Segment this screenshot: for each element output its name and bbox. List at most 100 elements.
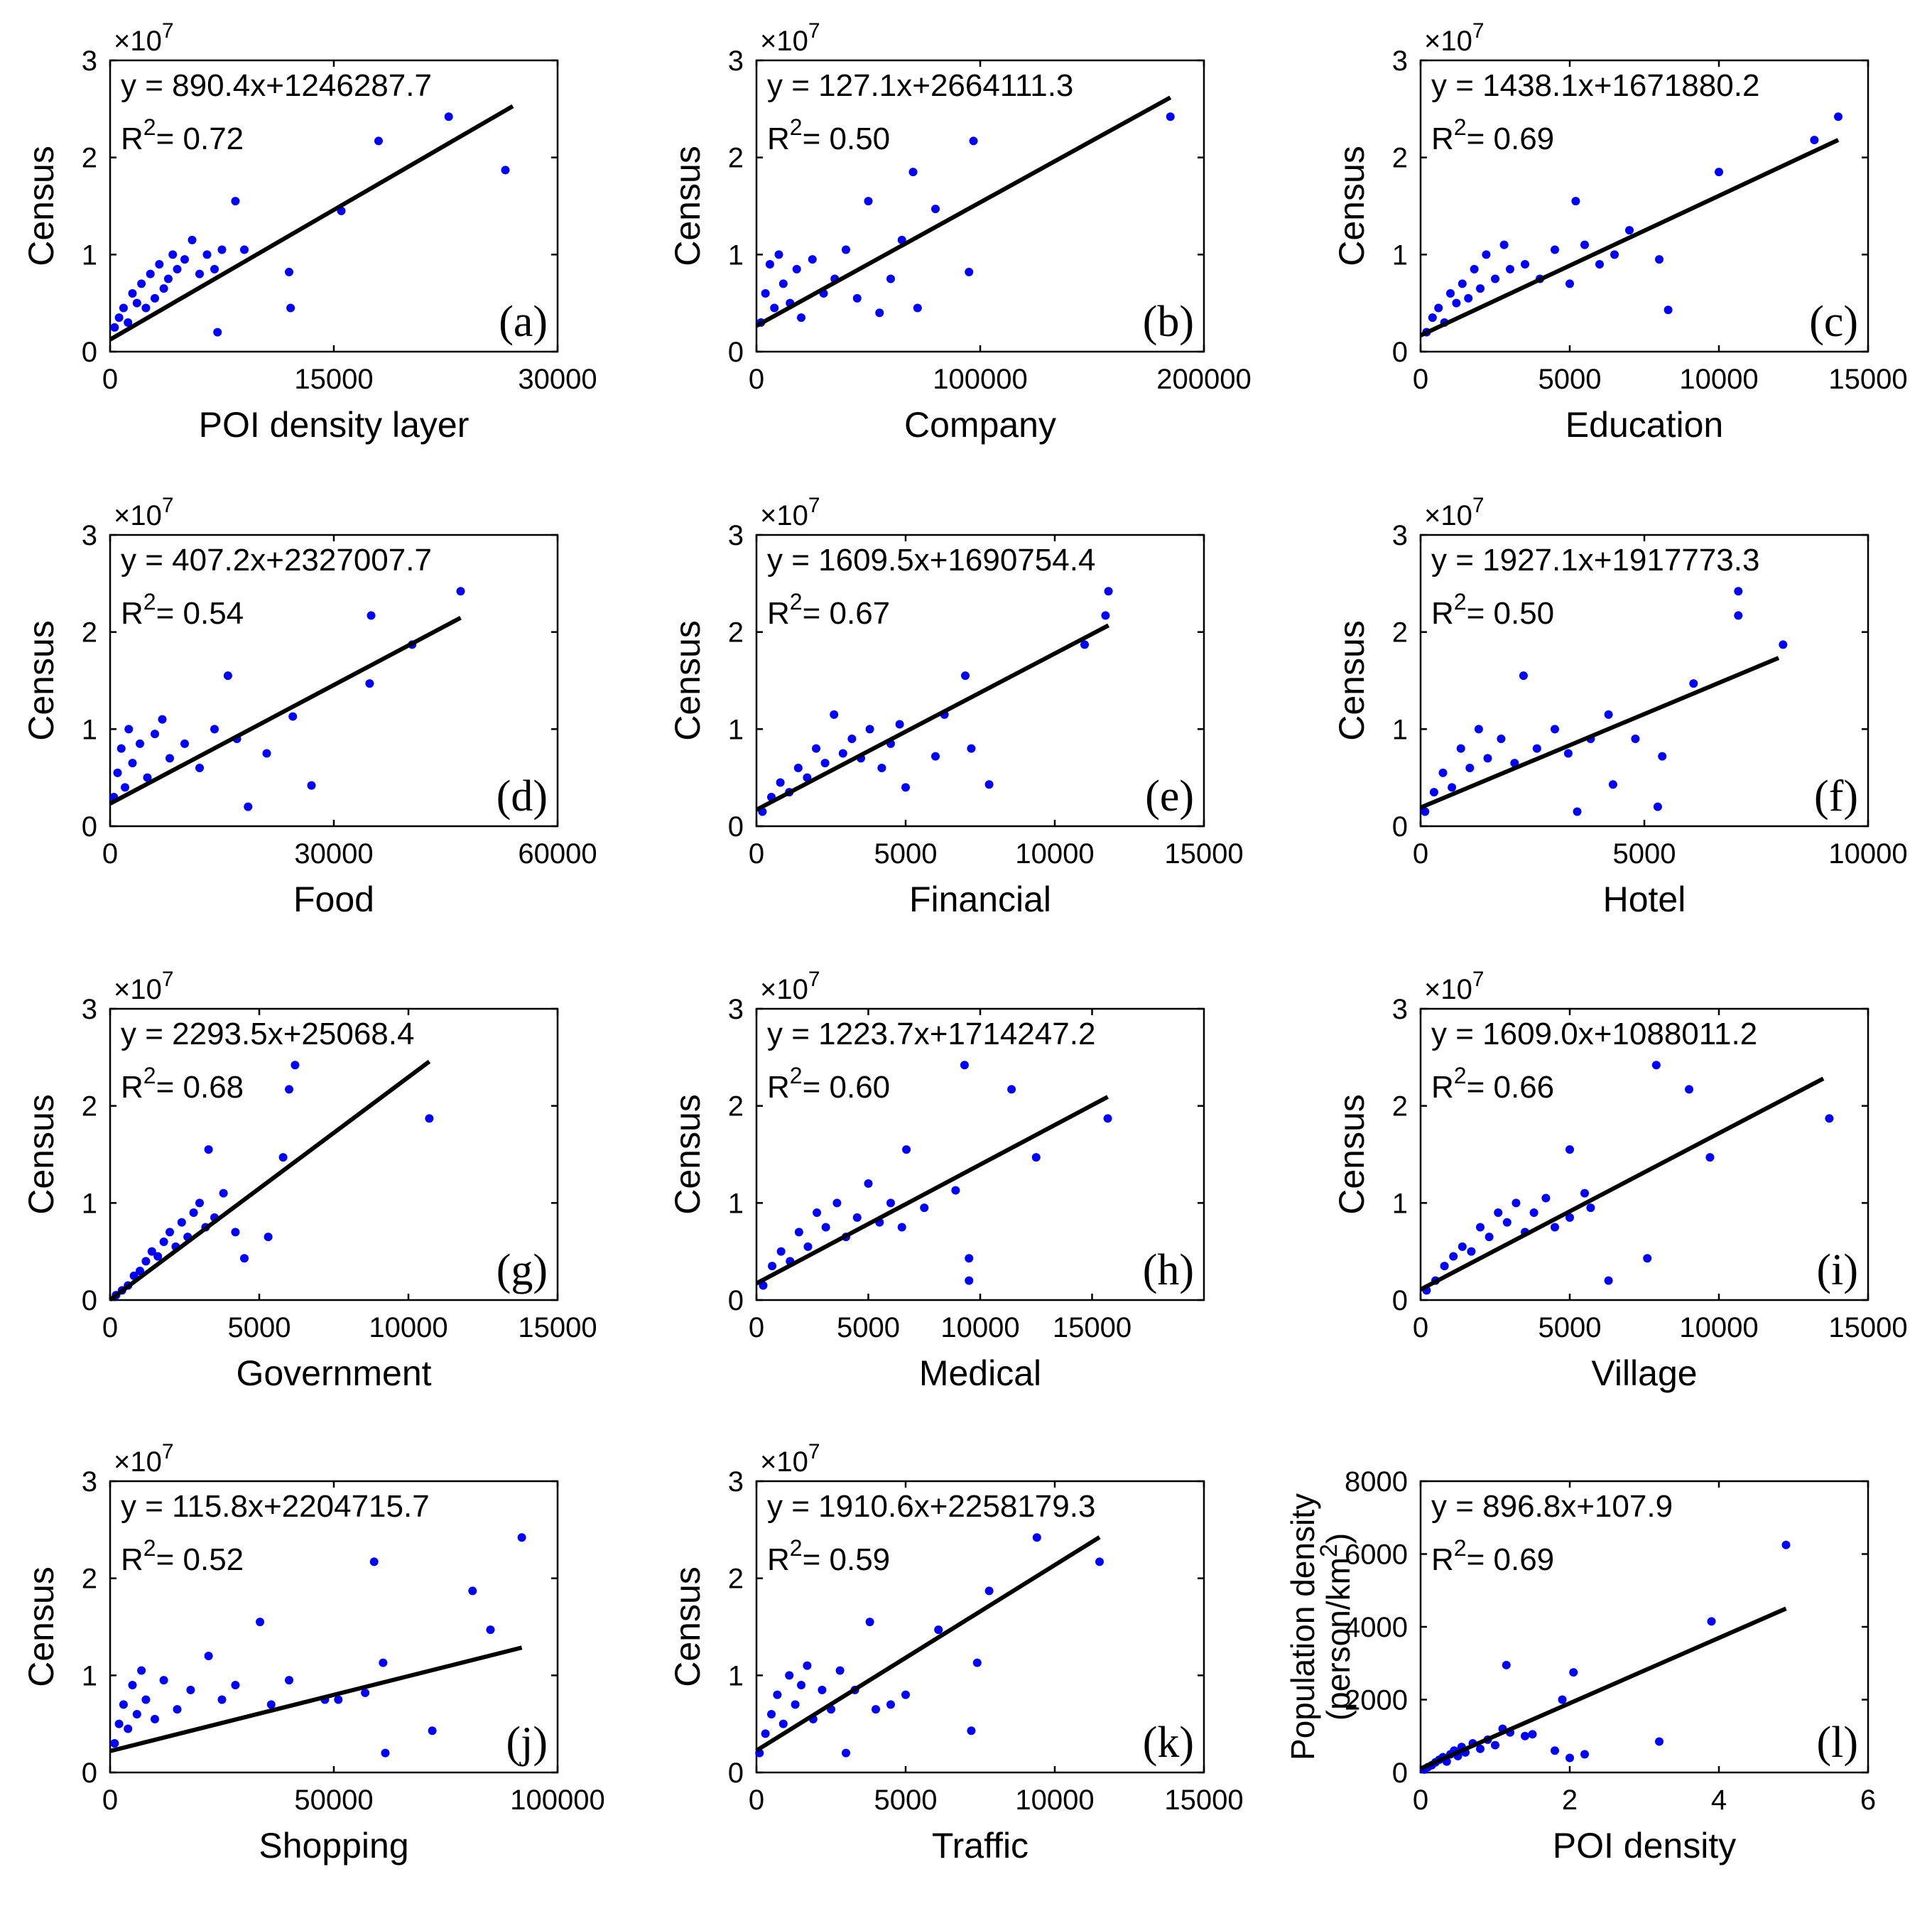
r-squared-value: = 0.66 — [1467, 1070, 1555, 1105]
panel-letter: (a) — [499, 298, 548, 346]
regression-equation: y = 1910.6x+2258179.3 — [767, 1489, 1095, 1524]
data-point — [1491, 1741, 1499, 1750]
panel-f: 0 5000 10000 0 1 2 3 ×107 Hotel Census y = 1927.1x… — [1332, 494, 1908, 919]
data-point — [1465, 764, 1475, 772]
data-point — [132, 298, 141, 308]
axes-box — [1419, 59, 1869, 353]
data-point — [1446, 289, 1455, 298]
data-point — [961, 671, 970, 681]
x-tick-label: 50000 — [294, 1785, 373, 1816]
data-point — [1521, 1731, 1529, 1741]
data-point — [830, 710, 839, 719]
data-point — [128, 1681, 137, 1689]
regression-line — [109, 104, 514, 342]
regression-equation: y = 1223.7x+1714247.2 — [767, 1017, 1095, 1051]
r-squared-label: R2= 0.52 — [121, 1535, 244, 1577]
data-point — [1521, 260, 1529, 269]
data-point — [231, 1228, 240, 1237]
y-tick-label: 2 — [1392, 143, 1408, 174]
data-point — [897, 1223, 906, 1232]
r-squared-value: = 0.69 — [1467, 121, 1555, 156]
data-point — [114, 1719, 124, 1728]
y-tick-label: 2 — [82, 143, 97, 174]
data-point — [262, 749, 271, 758]
axes-box — [1419, 1007, 1869, 1301]
y-tick-label: 2000 — [1345, 1685, 1408, 1716]
data-point — [1434, 303, 1443, 313]
r-squared-value: = 0.54 — [156, 596, 244, 631]
r-squared-sup: 2 — [1454, 1535, 1467, 1561]
scatter-points — [755, 1533, 1104, 1758]
data-point — [1166, 112, 1175, 121]
data-point — [428, 1726, 437, 1736]
data-point — [240, 1254, 249, 1263]
panel-letter: (e) — [1145, 772, 1194, 821]
data-point — [813, 1208, 822, 1217]
scatter-points — [1422, 112, 1843, 337]
data-point — [774, 250, 783, 259]
regression-equation: y = 115.8x+2204715.7 — [121, 1489, 430, 1524]
data-point — [173, 264, 182, 274]
x-tick-label: 4 — [1711, 1785, 1727, 1816]
data-point — [374, 136, 383, 146]
x-tick-label: 10000 — [1015, 1785, 1094, 1816]
y-tick-label: 0 — [728, 811, 744, 843]
y-tick-label: 0 — [82, 811, 97, 843]
r-squared-label: R2= 0.68 — [121, 1063, 244, 1105]
data-point — [808, 255, 817, 264]
exponent-power: 7 — [808, 968, 820, 991]
scatter-points — [1421, 587, 1788, 816]
panel-letter: (k) — [1143, 1718, 1194, 1767]
x-tick-label: 30000 — [518, 364, 597, 395]
y-tick-label: 3 — [82, 994, 97, 1025]
x-tick-label: 30000 — [294, 838, 373, 870]
regression-line — [109, 1645, 523, 1753]
data-point — [872, 1705, 880, 1714]
data-point — [334, 1695, 343, 1704]
data-point — [1494, 1208, 1503, 1217]
r-squared-label: R2= 0.59 — [767, 1535, 890, 1577]
data-point — [173, 1705, 182, 1714]
data-point — [285, 267, 293, 276]
regression-equation: y = 1927.1x+1917773.3 — [1431, 543, 1759, 578]
data-point — [210, 264, 219, 274]
data-point — [1571, 197, 1580, 206]
data-point — [1653, 802, 1662, 811]
data-point — [931, 752, 940, 761]
data-point — [132, 1710, 141, 1718]
r-squared-value: = 0.52 — [156, 1542, 244, 1577]
y-tick-label: 0 — [1392, 1285, 1408, 1316]
data-point — [285, 1085, 293, 1094]
data-point — [835, 1666, 845, 1675]
regression-line — [1419, 656, 1780, 810]
regression-equation: y = 127.1x+2664111.3 — [767, 68, 1073, 103]
data-point — [1580, 240, 1589, 249]
data-point — [1421, 807, 1430, 816]
data-point — [1499, 240, 1509, 249]
data-point — [1519, 671, 1528, 681]
data-point — [1532, 744, 1541, 753]
data-point — [136, 1267, 144, 1275]
exponent-power: 7 — [162, 1440, 174, 1463]
data-point — [934, 1625, 943, 1635]
data-point — [812, 744, 820, 753]
exponent-power: 7 — [162, 494, 174, 517]
data-point — [186, 1685, 195, 1694]
data-point — [189, 1208, 198, 1217]
data-point — [967, 744, 976, 753]
data-point — [286, 303, 295, 313]
data-point — [1604, 710, 1613, 719]
data-point — [1610, 250, 1619, 259]
y-tick-label: 4000 — [1345, 1612, 1408, 1643]
y-tick-label: 3 — [728, 520, 744, 551]
data-point — [202, 250, 212, 259]
x-axis-label: Company — [904, 405, 1056, 445]
data-point — [223, 671, 232, 681]
r-squared-value: = 0.50 — [803, 121, 891, 156]
data-point — [803, 1661, 812, 1670]
x-tick-label: 10000 — [1015, 838, 1094, 870]
exponent-power: 7 — [808, 19, 820, 43]
x-axis-label: POI density layer — [199, 405, 470, 445]
data-point — [965, 1276, 974, 1285]
data-point — [832, 1198, 842, 1208]
